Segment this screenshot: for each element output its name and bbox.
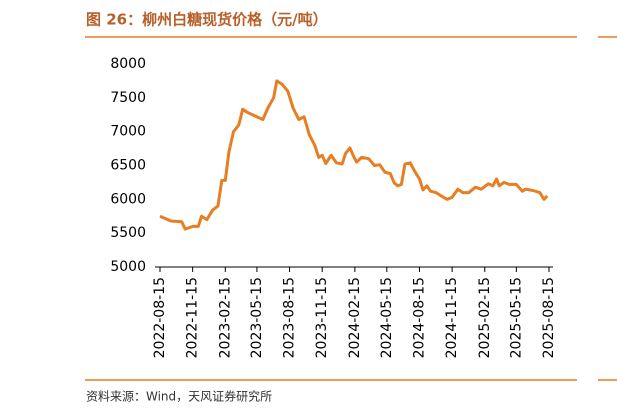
x-tick-label: 2023-05-15 xyxy=(249,277,265,358)
price-line xyxy=(159,79,549,231)
x-tick-label: 2022-11-15 xyxy=(185,277,201,358)
x-tick-label: 2022-08-15 xyxy=(152,277,168,358)
y-tick-label: 7500 xyxy=(110,90,146,106)
y-tick-label: 5500 xyxy=(110,225,146,241)
y-tick-label: 8000 xyxy=(110,56,146,72)
x-tick-label: 2025-02-15 xyxy=(477,277,493,358)
chart-title: 图 26：柳州白糖现货价格（元/吨） xyxy=(86,11,328,29)
x-tick-label: 2025-05-15 xyxy=(508,277,524,358)
x-tick-label: 2024-11-15 xyxy=(444,277,460,358)
x-tick-label: 2023-11-15 xyxy=(314,277,330,358)
source-note: 资料来源：Wind，天风证券研究所 xyxy=(86,389,272,404)
y-tick-label: 6500 xyxy=(110,158,146,174)
x-tick-label: 2024-02-15 xyxy=(347,277,363,358)
x-tick-label: 2023-08-15 xyxy=(282,277,298,358)
x-tick-label: 2025-08-15 xyxy=(541,277,557,358)
y-tick-label: 5000 xyxy=(110,259,146,275)
x-tick-label: 2024-05-15 xyxy=(379,277,395,358)
y-tick-label: 7000 xyxy=(110,124,146,140)
x-tick-label: 2023-02-15 xyxy=(217,277,233,358)
y-tick-label: 6000 xyxy=(110,191,146,207)
x-tick-label: 2024-08-15 xyxy=(411,277,427,358)
